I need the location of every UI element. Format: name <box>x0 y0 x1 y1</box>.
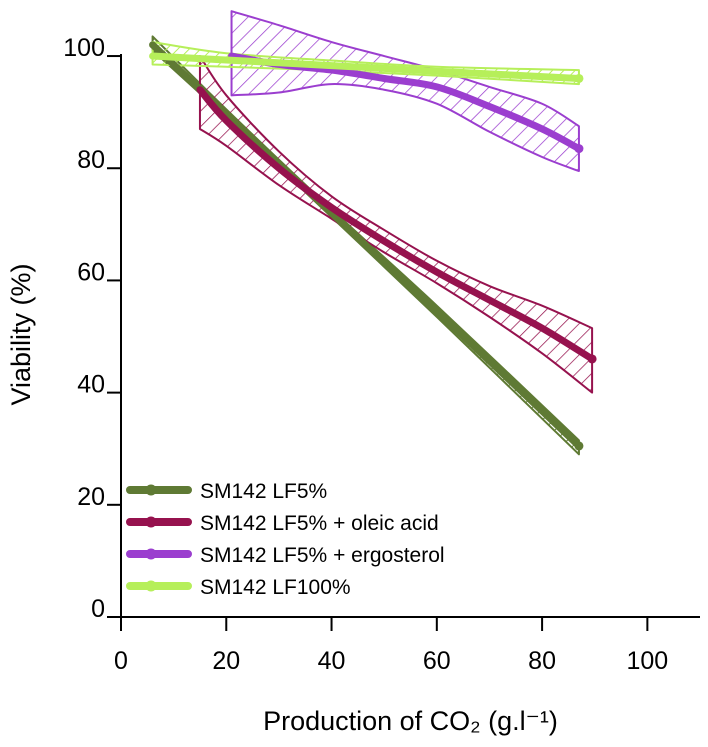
legend: SM142 LF5% SM142 LF5% + oleic acid SM142 L… <box>126 480 445 599</box>
x-tick-label: 20 <box>212 647 240 675</box>
series-end-point <box>574 73 584 83</box>
legend-marker <box>145 516 157 528</box>
y-tick-label: 0 <box>91 595 105 623</box>
ci-band-sm142-lf5-oleic-acid <box>198 55 594 394</box>
x-tick-label: 100 <box>627 647 669 675</box>
legend-label: SM142 LF5% + ergosterol <box>200 544 445 567</box>
legend-label: SM142 LF5% + oleic acid <box>200 512 439 535</box>
x-tick-label: 0 <box>114 647 128 675</box>
axes: 0 20 40 60 80 100 0 20 40 60 80 100 <box>63 34 700 675</box>
series-end-point <box>587 354 597 364</box>
legend-marker <box>145 580 157 592</box>
x-tick-label: 80 <box>528 647 556 675</box>
legend-label: SM142 LF100% <box>200 576 351 599</box>
x-tick-label: 60 <box>423 647 451 675</box>
series-end-point <box>574 144 584 154</box>
y-tick-label: 20 <box>77 483 105 511</box>
y-tick-label: 80 <box>77 146 105 174</box>
series-lines <box>149 41 597 451</box>
series-line-sm142-lf5-oleic-acid <box>196 86 596 363</box>
ci-band-sm142-lf5-ergosterol <box>230 10 580 173</box>
legend-label: SM142 LF5% <box>200 480 327 503</box>
x-axis-title: Production of CO₂ (g.l⁻¹) <box>263 706 558 736</box>
x-tick-label: 40 <box>318 647 346 675</box>
legend-marker <box>145 484 157 496</box>
y-axis-title: Viability (%) <box>6 263 36 405</box>
series-line-sm142-lf100 <box>149 52 583 82</box>
legend-marker <box>145 548 157 560</box>
y-tick-label: 40 <box>77 371 105 399</box>
y-tick-label: 60 <box>77 258 105 286</box>
y-tick-label: 100 <box>63 34 105 62</box>
series-end-point <box>574 441 584 451</box>
